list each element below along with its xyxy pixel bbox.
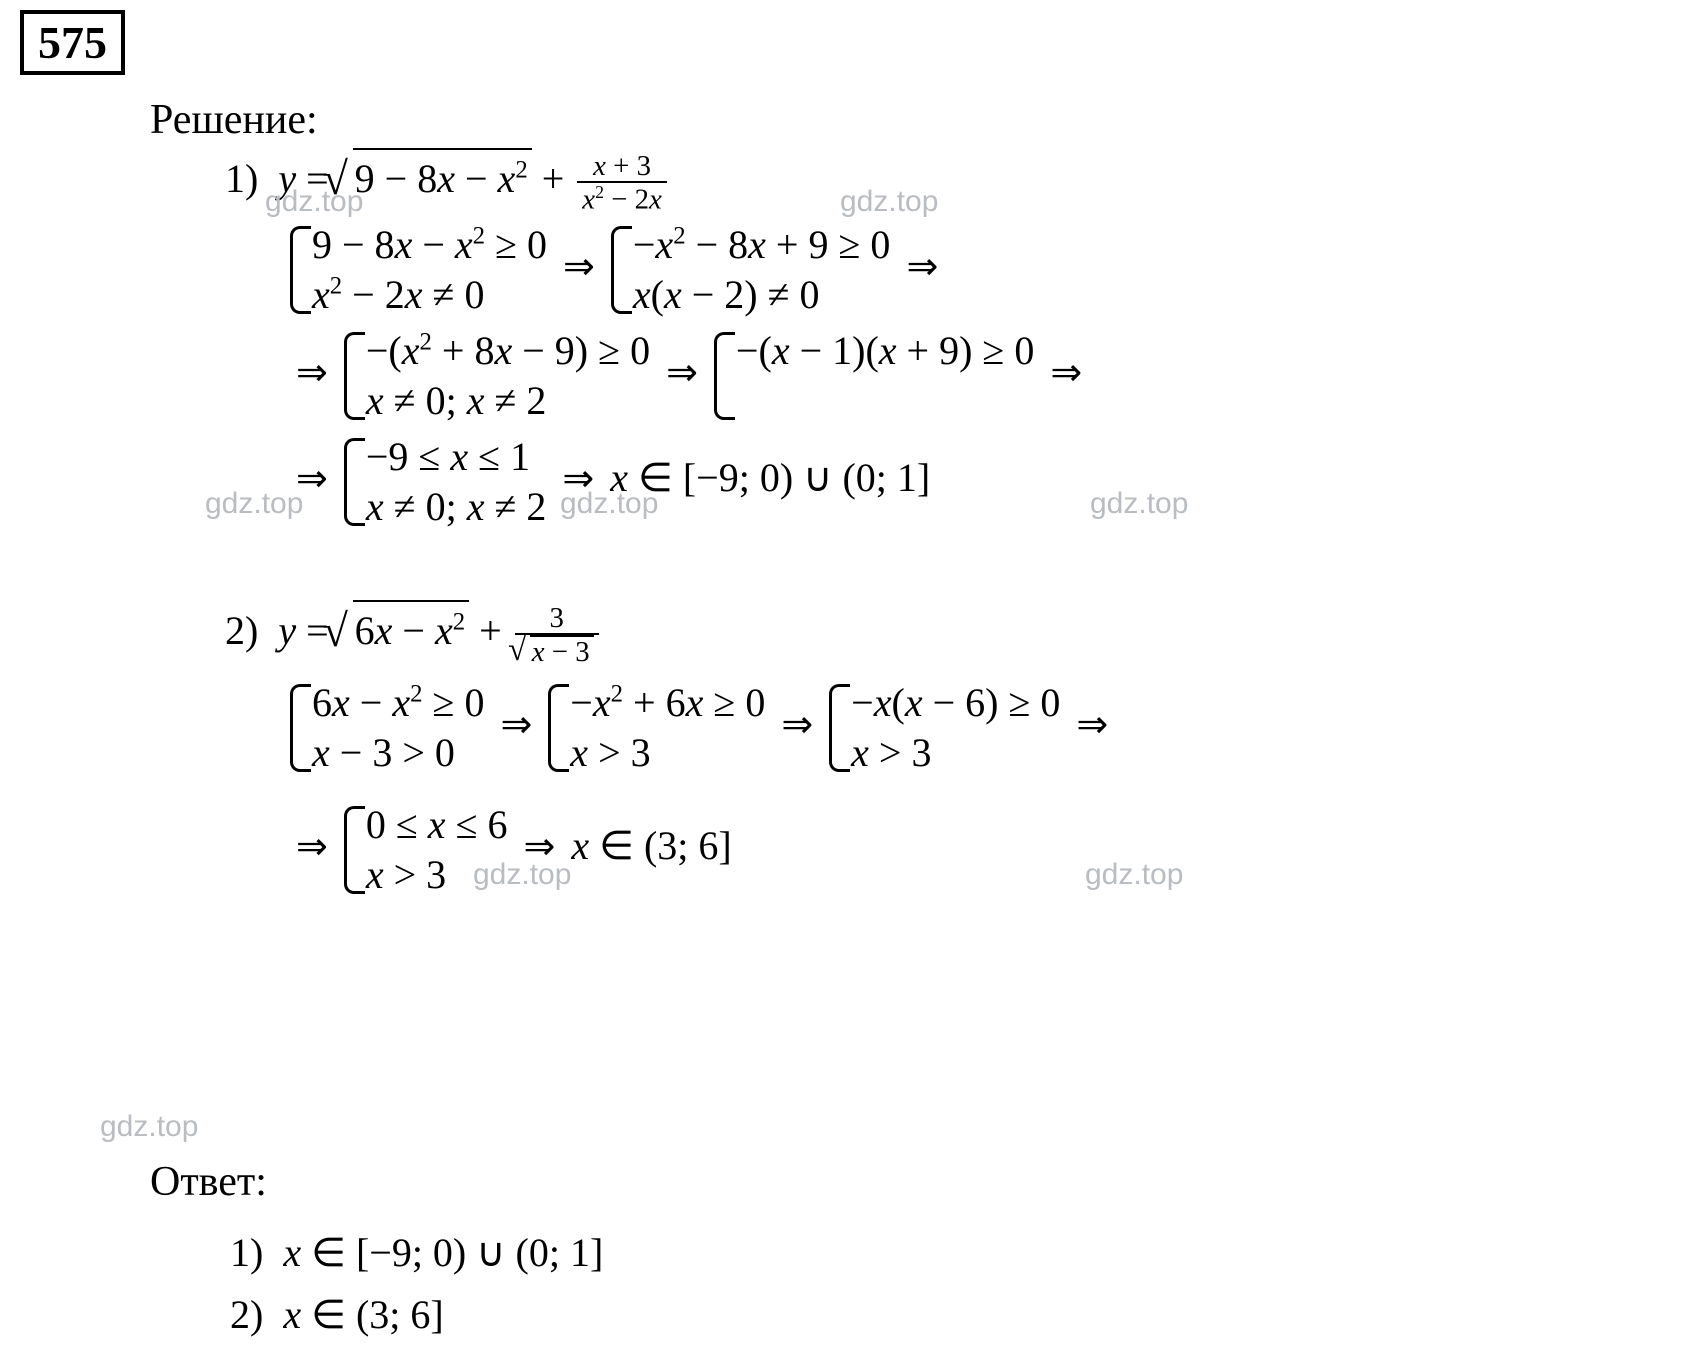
p1-step-a: 9 − 8x − x2 ≥ 0 x2 − 2x ≠ 0 ⇒ −x2 − 8x +… <box>290 218 944 322</box>
watermark: gdz.top <box>1090 487 1188 521</box>
p1-sys2: −x2 − 8x + 9 ≥ 0 x(x − 2) ≠ 0 <box>611 220 891 320</box>
problem-number: 575 <box>38 17 107 68</box>
sqrt-icon: 6x − x2 <box>339 600 470 660</box>
p2-sys2: −x2 + 6x ≥ 0 x > 3 <box>548 678 765 778</box>
watermark: gdz.top <box>205 487 303 521</box>
p1-result: ∈ [−9; 0) ∪ (0; 1] <box>628 455 930 500</box>
solution-label: Решение: <box>150 96 318 144</box>
p2-result-var: x <box>571 823 589 868</box>
arrow-icon: ⇒ <box>900 246 944 288</box>
watermark: gdz.top <box>1085 858 1183 892</box>
watermark: gdz.top <box>473 858 571 892</box>
arrow-icon: ⇒ <box>660 352 704 394</box>
arrow-icon: ⇒ <box>1070 704 1114 746</box>
p2-sys3: −x(x − 6) ≥ 0 x > 3 <box>829 678 1060 778</box>
answer-2: 2) x ∈ (3; 6] <box>230 1284 603 1346</box>
p1-sys5: −9 ≤ x ≤ 1 x ≠ 0; x ≠ 2 <box>344 432 547 532</box>
arrow-icon: ⇒ <box>290 826 334 868</box>
p1-index: 1) <box>225 156 258 201</box>
arrow-icon: ⇒ <box>775 704 819 746</box>
arrow-icon: ⇒ <box>290 352 334 394</box>
var-y: y <box>278 608 296 653</box>
problem-number-box: 575 <box>20 10 125 75</box>
p2-index: 2) <box>225 608 258 653</box>
p1-sys4: −(x − 1)(x + 9) ≥ 0 <box>714 326 1034 426</box>
answer-1: 1) x ∈ [−9; 0) ∪ (0; 1] <box>230 1222 603 1284</box>
page: 575 Решение: 1) y = 9 − 8x − x2 + x + 3 … <box>0 0 1691 1371</box>
p2-step-a: 6x − x2 ≥ 0 x − 3 > 0 ⇒ −x2 + 6x ≥ 0 x >… <box>290 676 1114 780</box>
sqrt-icon: 9 − 8x − x2 <box>339 148 532 208</box>
arrow-icon: ⇒ <box>494 704 538 746</box>
sqrt-icon: x − 3 <box>520 635 594 667</box>
watermark: gdz.top <box>265 185 363 219</box>
p1-sys1: 9 − 8x − x2 ≥ 0 x2 − 2x ≠ 0 <box>290 220 547 320</box>
p2-fraction: 3 x − 3 <box>515 603 599 667</box>
p2-sys1: 6x − x2 ≥ 0 x − 3 > 0 <box>290 678 484 778</box>
arrow-icon: ⇒ <box>1044 352 1088 394</box>
arrow-icon: ⇒ <box>557 246 601 288</box>
answer-list: 1) x ∈ [−9; 0) ∪ (0; 1] 2) x ∈ (3; 6] <box>230 1222 603 1346</box>
p1-sys3: −(x2 + 8x − 9) ≥ 0 x ≠ 0; x ≠ 2 <box>344 326 650 426</box>
p2-equation: 2) y = 6x − x2 + 3 x − 3 <box>225 600 602 667</box>
p2-result: ∈ (3; 6] <box>589 823 732 868</box>
watermark: gdz.top <box>560 487 658 521</box>
watermark: gdz.top <box>840 185 938 219</box>
answer-label: Ответ: <box>150 1158 267 1206</box>
p1-fraction: x + 3 x2 − 2x <box>577 151 667 215</box>
p1-step-b: ⇒ −(x2 + 8x − 9) ≥ 0 x ≠ 0; x ≠ 2 ⇒ −(x … <box>290 324 1088 428</box>
watermark: gdz.top <box>100 1110 198 1144</box>
